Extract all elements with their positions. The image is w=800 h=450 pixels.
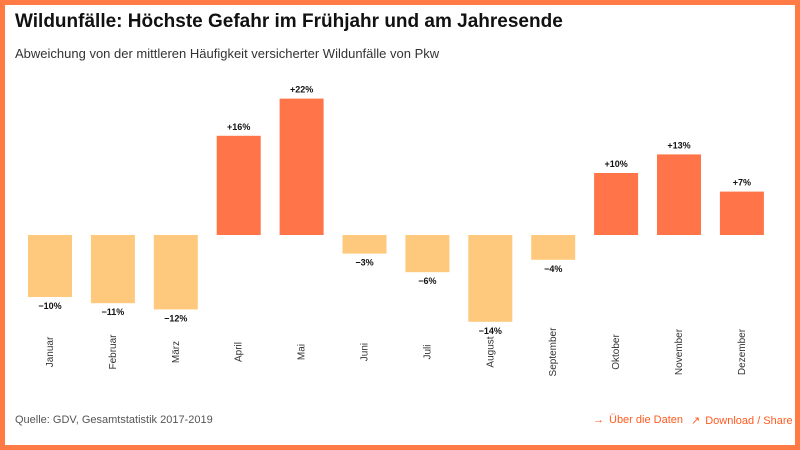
chart-subtitle: Abweichung von der mittleren Häufigkeit … xyxy=(15,46,440,61)
arrow-up-right-icon: ↗ xyxy=(691,415,701,427)
bar-januar xyxy=(28,235,72,297)
bar-september xyxy=(531,235,576,260)
download-share-label: Download / Share xyxy=(705,414,793,427)
arrow-right-icon: → xyxy=(593,414,604,426)
category-label: Mai xyxy=(297,344,308,360)
category-label: März xyxy=(171,341,182,363)
value-label: +7% xyxy=(733,178,751,188)
source-note: Quelle: GDV, Gesamtstatistik 2017-2019 xyxy=(15,414,213,426)
bar-märz xyxy=(153,235,198,310)
bar-juni xyxy=(342,235,387,254)
bar-november xyxy=(657,154,701,235)
value-label: −10% xyxy=(38,301,61,311)
value-label: +10% xyxy=(604,159,627,169)
category-label: April xyxy=(234,342,245,362)
category-label: Oktober xyxy=(611,334,622,370)
value-label: +16% xyxy=(227,122,250,132)
category-label: Juni xyxy=(360,343,371,361)
bar-dezember xyxy=(719,191,764,235)
download-share-link[interactable]: ↗ Download / Share xyxy=(691,414,793,428)
bar-februar xyxy=(90,235,135,304)
category-label: August xyxy=(485,336,496,367)
value-label: −14% xyxy=(479,326,502,336)
bar-mai xyxy=(279,98,324,235)
about-data-link[interactable]: → Über die Daten xyxy=(593,414,683,426)
category-label: November xyxy=(674,328,685,375)
value-label: +13% xyxy=(667,140,690,150)
value-label: −12% xyxy=(164,313,187,323)
bar-august xyxy=(468,235,513,322)
bar-april xyxy=(216,135,261,235)
value-label: −4% xyxy=(544,264,562,274)
chart-title: Wildunfälle: Höchste Gefahr im Frühjahr … xyxy=(15,11,563,32)
bar-chart: −10% Januar −11% Februar −12% März +16% April +2… xyxy=(28,85,764,377)
category-label: Juli xyxy=(422,344,433,359)
category-label: Januar xyxy=(45,336,56,367)
value-label: −6% xyxy=(418,276,436,286)
value-label: +22% xyxy=(290,85,313,95)
bar-oktober xyxy=(594,173,639,235)
value-label: −11% xyxy=(102,307,125,317)
category-label: Dezember xyxy=(737,328,748,375)
about-data-label: Über die Daten xyxy=(609,414,683,426)
bar-juli xyxy=(405,235,450,273)
category-label: Februar xyxy=(108,334,119,370)
chart-frame: Wildunfälle: Höchste Gefahr im Frühjahr … xyxy=(5,5,795,445)
category-label: September xyxy=(548,327,559,377)
value-label: −3% xyxy=(355,258,373,268)
